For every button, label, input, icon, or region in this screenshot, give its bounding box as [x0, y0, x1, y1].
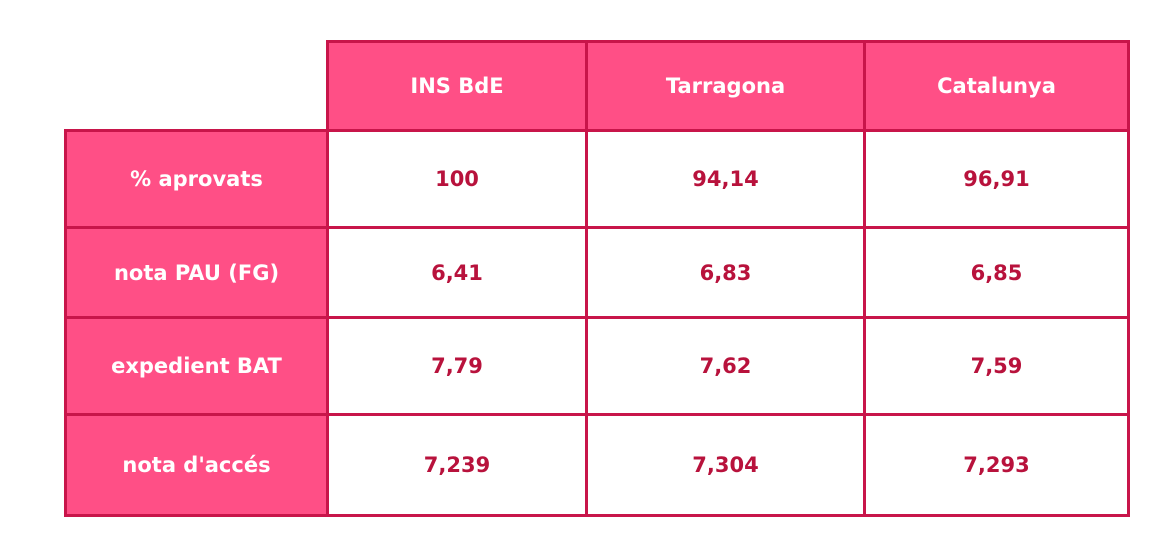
- row-label: nota d'accés: [64, 413, 329, 517]
- column-header: Tarragona: [585, 40, 866, 132]
- value-cell: 7,62: [585, 316, 866, 416]
- value-cell: 6,85: [863, 226, 1130, 319]
- value-cell: 7,293: [863, 413, 1130, 517]
- value-cell: 100: [326, 129, 588, 229]
- value-cell: 7,239: [326, 413, 588, 517]
- row-label: % aprovats: [64, 129, 329, 229]
- column-header: INS BdE: [326, 40, 588, 132]
- value-cell: 6,83: [585, 226, 866, 319]
- value-cell: 7,79: [326, 316, 588, 416]
- value-cell: 7,304: [585, 413, 866, 517]
- value-cell: 96,91: [863, 129, 1130, 229]
- column-header: Catalunya: [863, 40, 1130, 132]
- row-label: expedient BAT: [64, 316, 329, 416]
- value-cell: 94,14: [585, 129, 866, 229]
- value-cell: 7,59: [863, 316, 1130, 416]
- value-cell: 6,41: [326, 226, 588, 319]
- row-label: nota PAU (FG): [64, 226, 329, 319]
